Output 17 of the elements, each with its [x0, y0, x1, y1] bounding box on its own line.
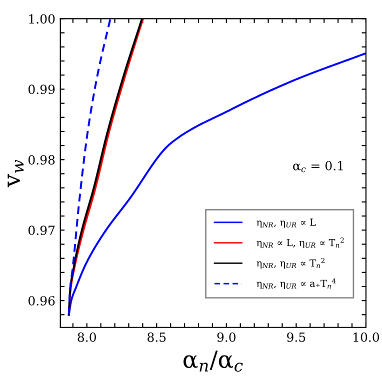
- x-tick-label: 8.0: [78, 332, 96, 342]
- legend-label: η$_{NR}$, η$_{UR}$ ∝ a₊T$_{n}$$^{4}$: [256, 278, 336, 289]
- y-tick-label: 1.00: [29, 14, 55, 24]
- y-tick-label: 0.96: [28, 296, 55, 306]
- y-tick-label: 0.98: [28, 155, 55, 165]
- legend-label: η$_{NR}$, η$_{UR}$ ∝ L: [256, 218, 316, 228]
- x-tick-label: 10.0: [354, 332, 380, 342]
- x-tick-label: 9.5: [287, 332, 306, 342]
- x-tick-label: 8.5: [148, 332, 166, 342]
- annotation: α$_{c}$ = 0.1: [293, 160, 343, 172]
- y-tick-label: 0.97: [28, 226, 55, 236]
- legend-label: η$_{NR}$, η$_{UR}$ ∝ T$_{n}$$^{2}$: [256, 258, 324, 269]
- y-axis-title: v$_{w}$: [8, 160, 24, 188]
- x-tick-label: 9.0: [217, 332, 236, 342]
- x-axis-title: α$_{n}$/α$_{c}$: [184, 350, 243, 372]
- legend-label: η$_{NR}$ ∝ L, η$_{UR}$ ∝ T$_{n}$$^{2}$: [256, 238, 344, 248]
- y-tick-label: 0.99: [28, 84, 55, 94]
